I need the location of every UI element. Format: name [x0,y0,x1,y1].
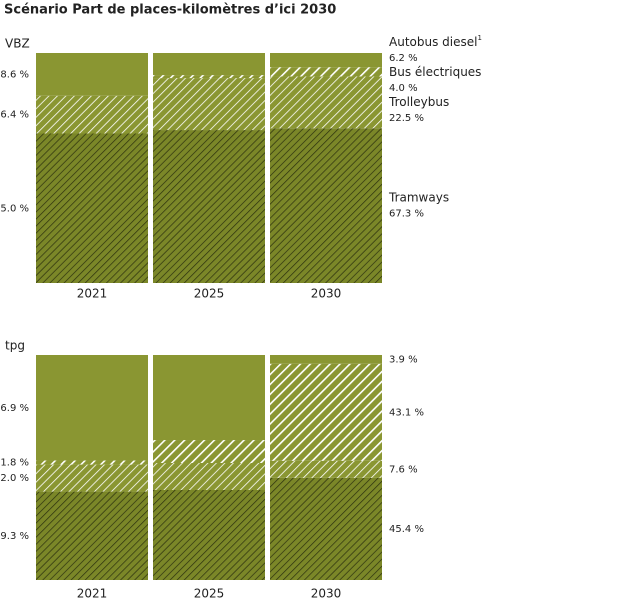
legend-label: Tramways [388,190,449,204]
legend-label: Trolleybus [388,95,449,109]
legend-label: Bus électriques [389,65,481,79]
bar-segment [153,490,265,580]
value-label: 7.6 % [389,464,418,475]
value-label: 18.6 % [0,69,29,80]
bar-segment [153,53,265,76]
bar-segment [36,133,148,283]
x-tick-label: 2030 [311,587,342,600]
bar-segment [36,460,148,465]
legend-name: Autobus diesel [389,35,477,49]
x-tick-label: 2025 [194,587,225,600]
bar-segment [153,75,265,79]
value-label: 4.0 % [389,83,418,94]
value-label: 46.9 % [0,403,29,414]
value-label: 1.8 % [0,458,29,469]
bar-segment [36,95,148,134]
footnote-marker: 1 [477,34,481,42]
bar-segment [36,355,148,461]
bar-segment [270,76,382,129]
bar-segment [153,78,265,131]
bar-segment [36,491,148,580]
value-label: 39.3 % [0,531,29,542]
legend-name: Trolleybus [388,95,449,109]
value-label: 65.0 % [0,203,29,214]
x-tick-label: 2021 [77,287,108,301]
bar-segment [36,53,148,96]
x-tick-label: 2025 [194,287,225,301]
bar-segment [153,463,265,490]
legend-name: Bus électriques [389,65,481,79]
bar-segment [270,363,382,461]
legend-label: Autobus diesel1 [389,34,482,49]
bar-segment [153,130,265,283]
value-label: 43.1 % [389,407,424,418]
bar-segment [270,477,382,580]
value-label: 22.5 % [389,113,424,124]
bar-segment [270,355,382,364]
bar-segment [270,67,382,77]
bar-segment [153,440,265,463]
bar-segment [36,464,148,492]
x-tick-label: 2030 [311,287,342,301]
value-label: 67.3 % [389,209,424,220]
bar-segment [270,128,382,283]
bar-segment [270,53,382,68]
bar-segment [153,355,265,441]
value-label: 16.4 % [0,110,29,121]
bar-segment [270,460,382,478]
value-label: 12.0 % [0,473,29,484]
page-title: Scénario Part de places-kilomètres d’ici… [4,3,336,18]
legend-name: Tramways [388,190,449,204]
value-label: 45.4 % [389,524,424,535]
value-label: 3.9 % [389,354,418,365]
chart-subtitle: VBZ [5,37,30,51]
chart-subtitle: tpg [5,339,25,353]
value-label: 6.2 % [389,53,418,64]
x-tick-label: 2021 [77,587,108,600]
